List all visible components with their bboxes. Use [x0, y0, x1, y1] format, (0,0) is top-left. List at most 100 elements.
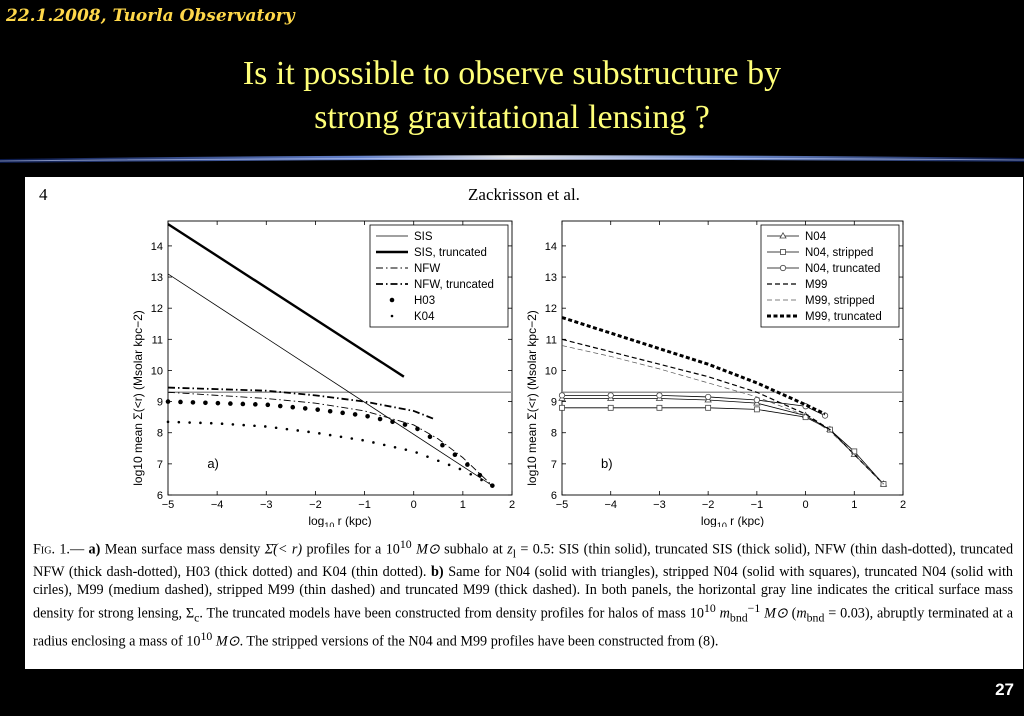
caption-math-exp: 10: [703, 601, 716, 616]
legend-label: N04, truncated: [805, 263, 880, 275]
data-point: [458, 467, 462, 471]
y-tick-label: 12: [151, 303, 163, 315]
data-point: [656, 404, 663, 411]
data-point: [328, 433, 332, 437]
series-line: [167, 386, 434, 420]
data-point: [447, 463, 451, 467]
y-tick-label: 10: [545, 365, 557, 377]
legend-label: K04: [414, 311, 435, 323]
y-tick-label: 10: [151, 365, 163, 377]
legend-entry: N04: [767, 231, 827, 243]
legend-entry: NFW, truncated: [376, 279, 494, 291]
data-point: [465, 462, 470, 467]
x-tick-label: −4: [211, 499, 224, 511]
y-tick-label: 9: [157, 397, 163, 409]
caption-msun: M⊙: [764, 606, 788, 623]
caption-math: m: [719, 606, 730, 623]
x-tick-label: −1: [358, 499, 371, 511]
y-tick-label: 11: [152, 334, 163, 346]
data-point: [656, 392, 663, 399]
series-k04: [166, 420, 494, 487]
data-point: [352, 412, 358, 417]
data-point: [188, 421, 191, 424]
series-sis-truncated: [167, 223, 405, 378]
data-point: [242, 423, 245, 427]
series-line: [561, 345, 884, 485]
slide-title-line-1: Is it possible to observe substructure b…: [242, 55, 782, 92]
legend-entry: H03: [389, 295, 435, 307]
data-point: [607, 404, 614, 411]
y-tick-label: 6: [157, 490, 163, 502]
y-tick-label: 6: [551, 490, 557, 502]
caption-fig-label: Fig. 1.—: [33, 541, 85, 558]
data-point: [265, 402, 271, 408]
caption-math-sub: bnd: [729, 611, 748, 626]
legend-label: SIS: [414, 231, 433, 243]
data-point: [296, 429, 300, 432]
data-point: [199, 421, 202, 425]
caption-math: 10: [689, 606, 704, 623]
caption-msun: M⊙: [215, 634, 240, 651]
y-axis-label: log10 mean Σ(<r) (Msolar kpc−2): [131, 310, 145, 485]
legend-marker: [779, 231, 787, 239]
data-point: [327, 408, 333, 414]
x-tick-label: 1: [460, 499, 466, 511]
legend-label: NFW: [414, 263, 440, 275]
legend-entry: M99, truncated: [767, 311, 882, 323]
legend-label: N04: [805, 231, 827, 243]
data-point: [215, 400, 221, 406]
series-line: [561, 338, 884, 485]
legend-label: SIS, truncated: [414, 247, 487, 259]
caption-text: = 0.03), abruptly terminated at a radius…: [33, 606, 1014, 651]
caption-text: Mean surface mass density: [104, 541, 261, 558]
x-axis-label: log10 r (kpc): [308, 514, 371, 527]
data-point: [220, 422, 224, 425]
x-tick-label: 0: [411, 499, 417, 511]
data-point: [315, 407, 320, 412]
data-point: [166, 420, 170, 424]
legend-box: [369, 224, 509, 328]
x-tick-label: 1: [851, 499, 857, 511]
data-point: [480, 478, 483, 482]
data-point: [253, 424, 256, 428]
series-n04-truncated: [558, 392, 829, 419]
data-point: [285, 427, 289, 431]
legend-box: [760, 224, 900, 328]
y-tick-label: 13: [545, 272, 557, 284]
paper-running-head: Zackrisson et al.: [468, 185, 580, 204]
legend-entry: M99, stripped: [767, 295, 875, 307]
decorative-light-streak: [0, 155, 1024, 163]
legend-entry: N04, truncated: [767, 263, 880, 275]
legend-label: NFW, truncated: [414, 279, 494, 291]
x-axis-label: log10 r (kpc): [701, 514, 764, 527]
caption-math-sub: bnd: [806, 611, 825, 626]
y-tick-label: 14: [151, 241, 163, 253]
paper-page-number: 4: [39, 185, 48, 204]
data-point: [390, 419, 395, 425]
x-tick-label: −4: [604, 499, 617, 511]
data-point: [427, 434, 433, 440]
x-tick-label: 0: [803, 499, 809, 511]
paper-figure-clipping: 4 Zackrisson et al. −5 −4 −3 −2 −1 0 1 2 6 7 8 9 10 1…: [25, 177, 1023, 669]
caption-part-b-label: b): [430, 563, 444, 580]
legend-marker: [779, 264, 787, 272]
slide-header-date-place: 22.1.2008, Tuorla Observatory: [6, 6, 295, 26]
data-point: [452, 452, 458, 458]
caption-math: 10: [186, 634, 201, 651]
data-point: [240, 401, 246, 407]
data-point: [415, 451, 418, 454]
x-tick-label: −5: [162, 499, 175, 511]
x-tick-label: −3: [260, 499, 273, 511]
panel-label: a): [207, 456, 219, 471]
data-point: [426, 455, 429, 458]
figure-caption: Fig. 1.— a) Mean surface mass density Σ̄…: [33, 537, 1014, 651]
caption-math: z: [507, 541, 513, 558]
data-point: [377, 416, 383, 422]
data-point: [209, 421, 213, 425]
legend-entry: N04, stripped: [767, 247, 873, 259]
data-point: [190, 400, 196, 405]
data-point: [177, 420, 181, 424]
data-point: [264, 425, 267, 428]
caption-text: profiles for a: [306, 541, 382, 558]
